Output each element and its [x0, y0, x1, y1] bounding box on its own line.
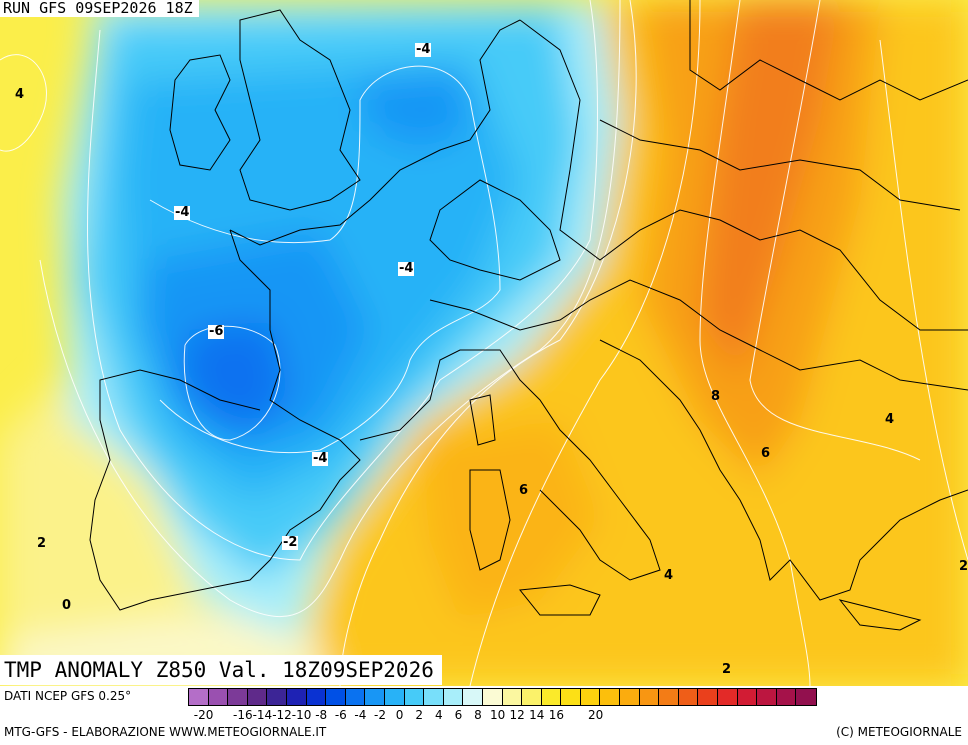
color-scale-cell	[737, 689, 758, 705]
contour-label: -6	[208, 324, 225, 339]
color-scale-cell	[208, 689, 229, 705]
color-scale-tick: 0	[395, 708, 404, 722]
color-scale-cell	[639, 689, 660, 705]
color-scale-tick: -12	[272, 708, 292, 722]
contour-label: 8	[711, 389, 721, 404]
color-scale-cell	[267, 689, 287, 705]
color-scale-tick: 12	[509, 708, 525, 722]
data-source: DATI NCEP GFS 0.25°	[4, 689, 132, 703]
color-scale-cell	[286, 689, 307, 705]
color-scale-cell	[247, 689, 268, 705]
color-scale-tick: -16	[232, 708, 253, 722]
contour-label: -4	[415, 42, 432, 57]
contour-label: -4	[312, 451, 329, 466]
color-scale-tick: 14	[529, 708, 545, 722]
color-scale-cell	[620, 689, 640, 705]
color-scale-cell	[345, 689, 366, 705]
run-label: RUN GFS 09SEP2026 18Z	[0, 0, 199, 17]
color-scale-cell	[326, 689, 346, 705]
color-scale-cell	[678, 689, 699, 705]
color-scale-tick: 8	[474, 708, 482, 722]
color-scale-tick: 2	[415, 708, 424, 722]
color-scale-cell	[561, 689, 581, 705]
color-scale-tick: -4	[354, 708, 367, 722]
color-scale-cell	[698, 689, 719, 705]
color-scale-tick: 20	[587, 708, 604, 722]
color-scale-cell	[443, 689, 464, 705]
contour-label: -4	[398, 261, 415, 276]
color-scale-cell	[757, 689, 777, 705]
contour-label: 4	[885, 412, 895, 427]
contour-label: 0	[62, 598, 72, 613]
contour-label: -4	[174, 205, 191, 220]
color-scale-cell	[659, 689, 679, 705]
color-scale-cell	[482, 689, 503, 705]
color-scale-tick: 16	[548, 708, 565, 722]
coastlines	[89, 0, 968, 631]
contour-label: 6	[519, 483, 529, 498]
map-canvas	[0, 0, 968, 686]
contour-label: 2	[959, 559, 968, 574]
color-scale-tick: -10	[291, 708, 312, 722]
color-scale-tick: -14	[252, 708, 273, 722]
isolines	[0, 0, 968, 686]
color-scale-tick: 6	[454, 708, 463, 722]
color-scale-cell	[228, 689, 248, 705]
anomaly-field	[0, 0, 968, 686]
color-scale-cell	[580, 689, 601, 705]
color-scale-tick: 10	[489, 708, 506, 722]
contour-label: 2	[37, 536, 47, 551]
contour-label: 6	[761, 446, 771, 461]
credit-left: MTG-GFS - ELABORAZIONE WWW.METEOGIORNALE…	[4, 725, 327, 739]
contour-label: 2	[722, 662, 732, 677]
map-title: TMP ANOMALY Z850 Val. 18Z09SEP2026	[0, 655, 442, 685]
color-scale	[188, 688, 817, 706]
color-scale-cell	[776, 689, 797, 705]
color-scale-cell	[306, 689, 327, 705]
color-scale-cell	[365, 689, 385, 705]
color-scale-cell	[424, 689, 444, 705]
color-scale-tick: -2	[374, 708, 386, 722]
color-scale-cell	[502, 689, 523, 705]
legend-footer: DATI NCEP GFS 0.25° -20 -16 -14 -12 -10 -8 -6-…	[0, 686, 968, 745]
color-scale-cell	[404, 689, 425, 705]
color-scale-ticks: -20 -16 -14 -12 -10 -8 -6 -4 -2 0 2 4 6 8 10 12 14 16 20	[188, 708, 968, 722]
anomaly-map	[0, 0, 968, 686]
color-scale-cell	[541, 689, 562, 705]
color-scale-tick: -20	[193, 708, 214, 722]
color-scale-cell	[522, 689, 542, 705]
color-scale-tick: -8	[315, 708, 328, 722]
credit-right: (C) METEOGIORNALE	[836, 725, 962, 739]
color-scale-cell	[384, 689, 405, 705]
color-scale-cell	[189, 689, 209, 705]
color-scale-tick: -6	[334, 708, 347, 722]
color-scale-cell	[463, 689, 483, 705]
color-scale-tick: 4	[434, 708, 443, 722]
contour-label: 4	[15, 87, 25, 102]
color-scale-cell	[600, 689, 621, 705]
color-scale-cell	[718, 689, 738, 705]
contour-label: 4	[664, 568, 674, 583]
color-scale-cell	[796, 689, 816, 705]
contour-label: -2	[282, 535, 299, 550]
